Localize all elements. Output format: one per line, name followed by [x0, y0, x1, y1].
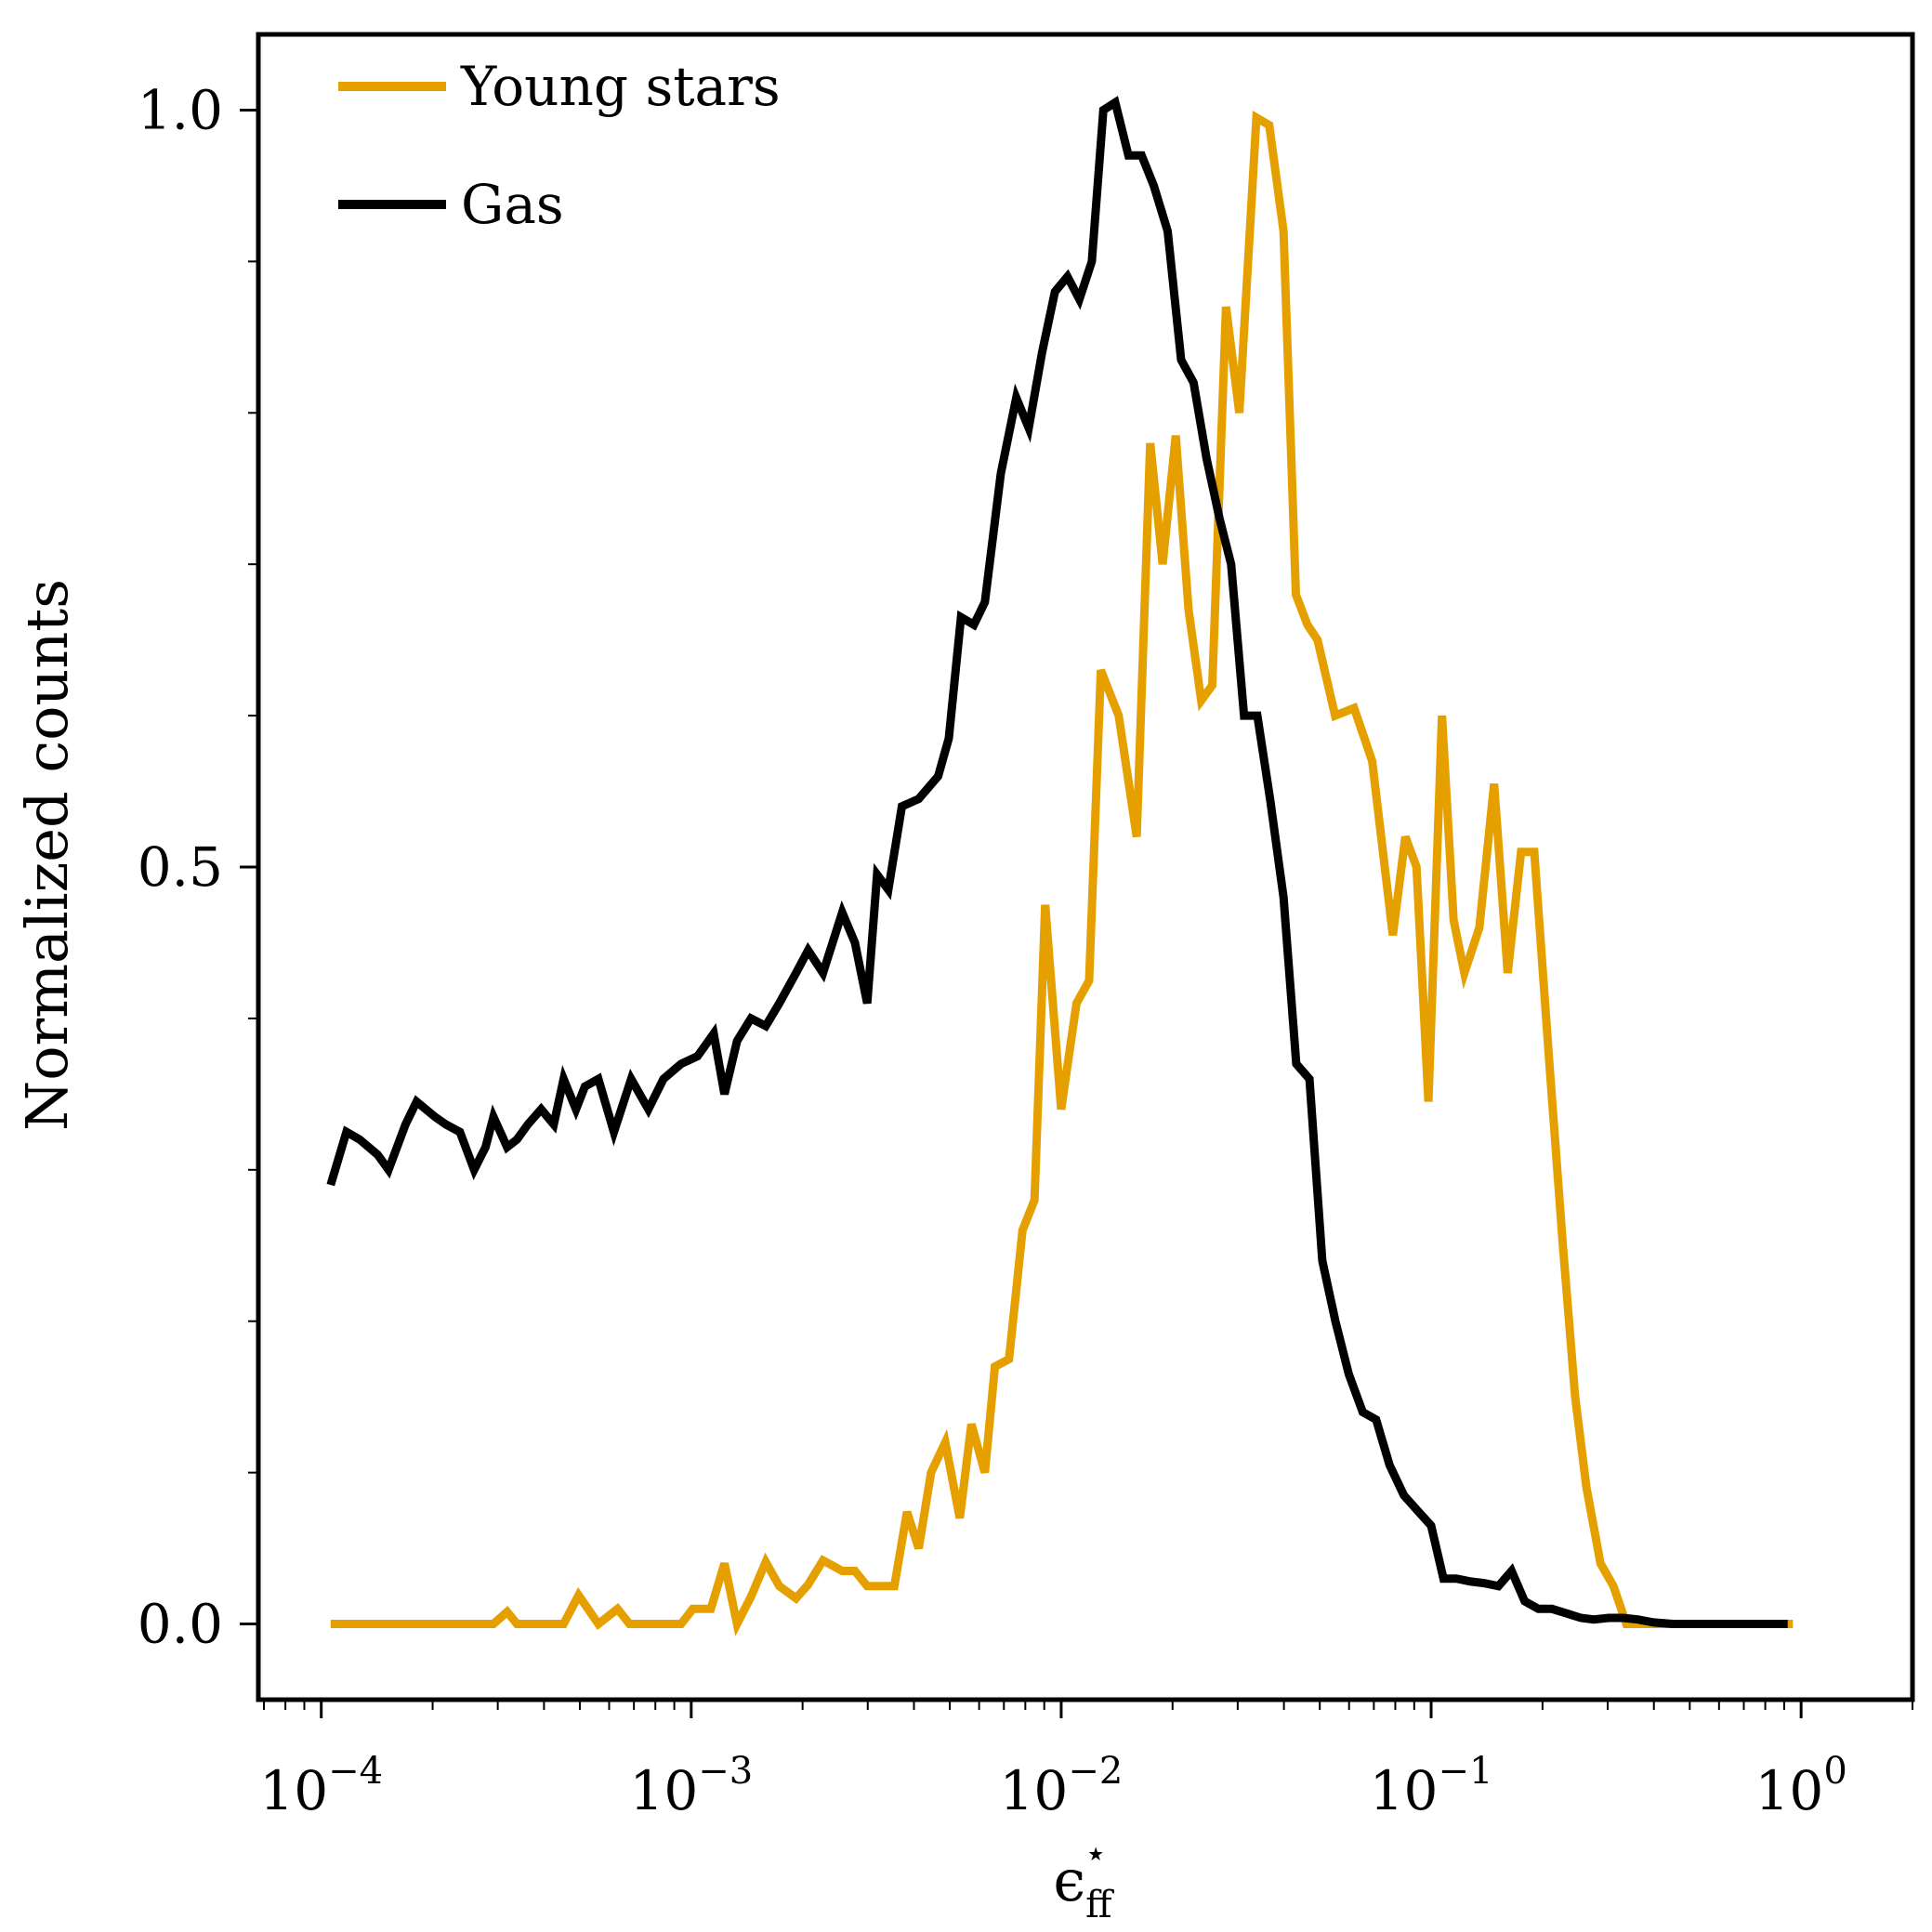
x-tick-label-exp: 0	[1823, 1750, 1847, 1793]
series-line-gas	[326, 96, 1788, 1628]
x-tick-label-base: 10	[629, 1759, 698, 1822]
y-tick-label: 0.5	[138, 835, 223, 899]
legend: Young stars Gas	[338, 55, 781, 236]
y-axis: 0.0 0.5 1.0	[138, 78, 258, 1656]
x-axis-label-sub: ff	[1085, 1884, 1114, 1926]
y-tick-label: 0.0	[138, 1593, 223, 1656]
x-tick-label: 10−1	[1370, 1750, 1493, 1822]
x-tick-label-base: 10	[1755, 1759, 1824, 1822]
y-axis-label: Normalized counts	[13, 579, 81, 1131]
x-tick-label-exp: −3	[698, 1750, 753, 1793]
x-tick-label-base: 10	[259, 1759, 328, 1822]
series-line-young-stars	[330, 110, 1794, 1636]
plot-area	[256, 32, 1915, 1702]
x-tick-label: 100	[1755, 1750, 1847, 1822]
x-tick-label-exp: −2	[1068, 1750, 1123, 1793]
y-tick-label: 1.0	[138, 78, 223, 141]
series-layer	[326, 96, 1794, 1636]
x-tick-label: 10−4	[259, 1750, 383, 1822]
x-axis-label-sup: ⋆	[1084, 1833, 1108, 1875]
x-axis-label-base: ϵ	[1053, 1847, 1085, 1914]
x-tick-label-base: 10	[1370, 1759, 1439, 1822]
x-tick-label: 10−3	[629, 1750, 753, 1822]
legend-label-young-stars: Young stars	[460, 55, 781, 118]
legend-label-gas: Gas	[461, 173, 564, 236]
x-axis: 10−4 10−3 10−2 10−1 100	[259, 1700, 1913, 1822]
x-tick-label: 10−2	[1000, 1750, 1124, 1822]
x-tick-label-base: 10	[1000, 1759, 1069, 1822]
x-axis-label: ϵff ⋆	[1053, 1833, 1114, 1926]
x-tick-label-exp: −1	[1438, 1750, 1492, 1793]
x-tick-label-exp: −4	[328, 1750, 383, 1793]
